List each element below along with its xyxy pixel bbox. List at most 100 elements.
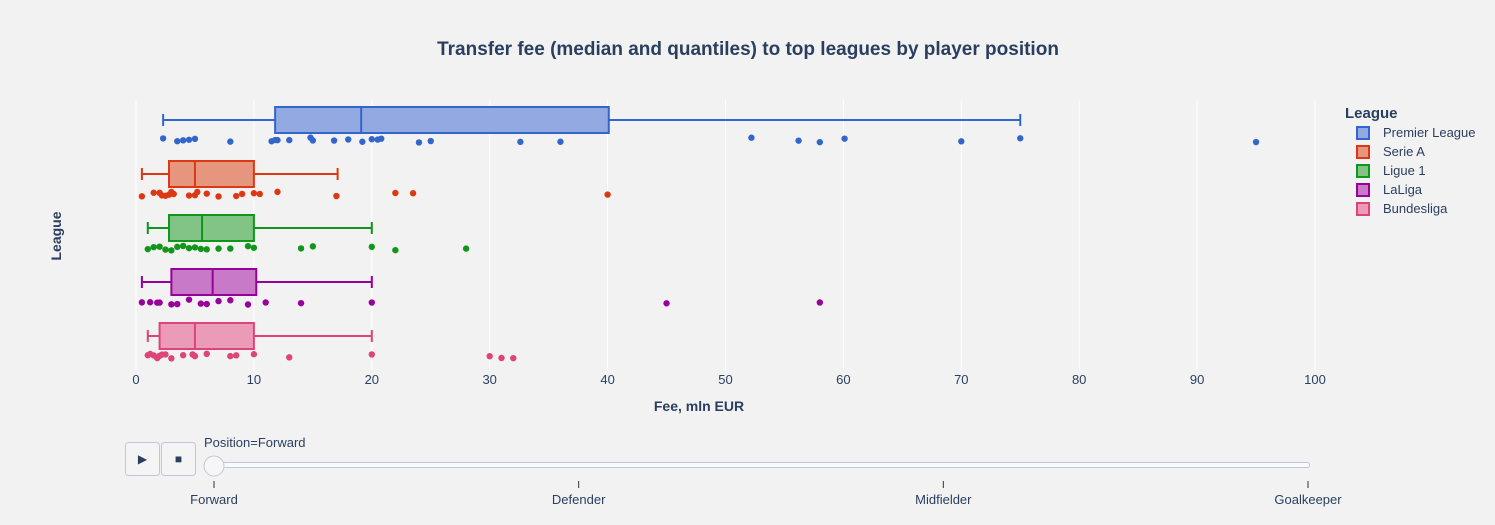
data-point [215, 297, 222, 305]
data-point [427, 137, 434, 145]
legend-label: Serie A [1383, 144, 1425, 159]
data-point [498, 354, 505, 362]
data-point [138, 299, 146, 306]
data-point [227, 138, 234, 145]
data-point [146, 299, 154, 306]
data-point [378, 135, 385, 142]
data-point [359, 138, 366, 145]
slider-step-label[interactable]: Midfielder [915, 492, 972, 507]
legend-label: Ligue 1 [1383, 163, 1426, 178]
data-point [286, 136, 293, 144]
data-point [244, 301, 252, 308]
slider-step-label[interactable]: Defender [552, 492, 606, 507]
slider-grip[interactable] [203, 455, 225, 477]
series-ligue-1 [144, 214, 470, 254]
data-point [194, 188, 201, 196]
slider-step-label[interactable]: Goalkeeper [1274, 492, 1342, 507]
data-point [179, 351, 187, 359]
data-point [185, 192, 193, 199]
data-point [309, 137, 317, 144]
data-point [250, 190, 258, 197]
legend: League Premier League Serie A Ligue 1 LaLig… [1345, 105, 1476, 216]
x-tick-label: 30 [482, 372, 496, 387]
stop-icon: ■ [175, 452, 182, 466]
data-point [168, 355, 175, 362]
data-point [256, 190, 263, 198]
data-point [227, 297, 234, 304]
data-point [1252, 138, 1260, 146]
data-point [227, 245, 234, 252]
data-point [168, 301, 175, 308]
x-axis-ticks: 0 10 20 30 40 50 60 70 80 90 100 [132, 372, 1325, 387]
data-point [191, 135, 199, 143]
x-tick-label: 20 [365, 372, 379, 387]
legend-swatch [1356, 164, 1370, 178]
legend-item[interactable]: Serie A [1356, 144, 1425, 159]
series-serie-a [138, 160, 611, 200]
data-point [197, 245, 205, 253]
play-button[interactable]: ▶ [125, 442, 160, 476]
data-point [368, 136, 375, 143]
data-point [816, 138, 824, 146]
series-premier-league [159, 106, 1260, 146]
legend-label: Premier League [1383, 125, 1476, 140]
stop-button[interactable]: ■ [161, 442, 196, 476]
data-point [462, 245, 470, 252]
legend-item[interactable]: Premier League [1356, 125, 1476, 140]
data-point [250, 351, 258, 358]
chart-title: Transfer fee (median and quantiles) to t… [437, 39, 1059, 60]
data-point [215, 193, 222, 200]
data-point [250, 244, 258, 251]
legend-label: LaLiga [1383, 182, 1423, 197]
series-bundesliga [144, 322, 517, 362]
data-point [510, 354, 517, 362]
data-point [150, 189, 157, 196]
data-point [517, 138, 524, 146]
data-point [392, 189, 399, 197]
x-tick-label: 70 [954, 372, 968, 387]
data-point [557, 138, 564, 145]
slider-current-value: Position=Forward [204, 435, 306, 450]
data-point [179, 242, 187, 250]
legend-swatch [1356, 202, 1370, 216]
data-point [185, 136, 193, 143]
x-tick-label: 80 [1072, 372, 1086, 387]
data-point [368, 243, 375, 251]
box-iqr [274, 106, 610, 134]
legend-item[interactable]: LaLiga [1356, 182, 1423, 197]
legend-item[interactable]: Ligue 1 [1356, 163, 1426, 178]
data-point [244, 242, 252, 250]
play-icon: ▶ [138, 452, 148, 466]
data-point [203, 350, 210, 358]
legend-swatch [1356, 183, 1370, 197]
slider-rail[interactable] [210, 462, 1310, 468]
data-point [185, 296, 193, 303]
data-point [174, 300, 181, 308]
x-axis-label: Fee, mln EUR [654, 398, 744, 414]
data-point [297, 299, 305, 307]
data-point [663, 300, 670, 307]
data-point [170, 190, 177, 198]
box-iqr [168, 160, 255, 188]
data-point [297, 245, 305, 252]
data-point [333, 192, 340, 200]
data-point [409, 190, 417, 197]
data-point [185, 244, 193, 252]
box-series [138, 106, 1260, 362]
data-point [215, 245, 222, 252]
slider-step-label[interactable]: Forward [190, 492, 238, 507]
data-point [330, 137, 338, 144]
legend-item[interactable]: Bundesliga [1356, 201, 1448, 216]
data-point [174, 243, 181, 251]
data-point [144, 245, 151, 253]
data-point [179, 137, 187, 144]
data-point [748, 134, 755, 141]
x-tick-label: 100 [1304, 372, 1326, 387]
data-point [368, 299, 375, 306]
legend-title: League [1345, 105, 1398, 122]
data-point [156, 243, 163, 250]
data-point [150, 243, 157, 251]
data-point [138, 193, 146, 200]
y-axis-label: League [48, 211, 64, 260]
data-point [191, 244, 199, 251]
